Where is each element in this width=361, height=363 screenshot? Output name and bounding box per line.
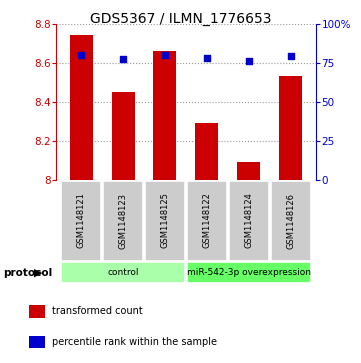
Text: GSM1148121: GSM1148121 [77,193,86,248]
FancyBboxPatch shape [229,180,269,261]
FancyBboxPatch shape [103,180,143,261]
FancyBboxPatch shape [187,180,227,261]
FancyBboxPatch shape [187,262,311,284]
Point [162,52,168,58]
Bar [112,92,135,180]
Bar [70,35,93,180]
Point [204,55,210,61]
Bar [195,123,218,180]
FancyBboxPatch shape [61,262,185,284]
Bar [237,162,260,180]
Text: ▶: ▶ [34,268,42,278]
Text: GSM1148124: GSM1148124 [244,193,253,248]
Text: GSM1148126: GSM1148126 [286,192,295,249]
Point [120,57,126,62]
Text: GSM1148123: GSM1148123 [118,192,127,249]
Text: protocol: protocol [4,268,53,278]
Bar [153,51,177,180]
Text: GSM1148125: GSM1148125 [160,193,169,248]
Text: GSM1148122: GSM1148122 [203,193,212,248]
Text: miR-542-3p overexpression: miR-542-3p overexpression [187,268,311,277]
Bar [279,76,302,180]
Point [246,58,252,64]
FancyBboxPatch shape [271,180,311,261]
Text: GDS5367 / ILMN_1776653: GDS5367 / ILMN_1776653 [90,12,271,26]
Point [288,53,293,59]
FancyBboxPatch shape [61,180,101,261]
Text: control: control [107,268,139,277]
Text: percentile rank within the sample: percentile rank within the sample [52,337,217,347]
FancyBboxPatch shape [145,180,185,261]
Point [78,52,84,58]
Text: transformed count: transformed count [52,306,143,316]
